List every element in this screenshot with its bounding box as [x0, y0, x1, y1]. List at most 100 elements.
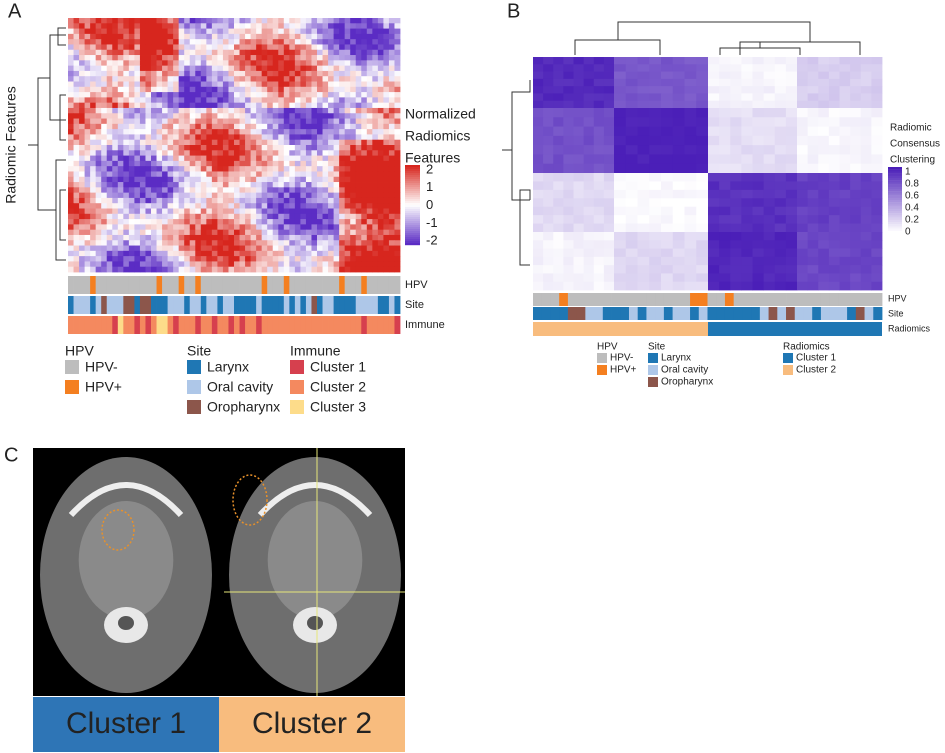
heatmap-cell [730, 135, 742, 146]
heatmap-cell [366, 261, 373, 268]
heatmap-cell [696, 86, 709, 94]
heatmap-cell [719, 206, 731, 216]
heatmap-cell [106, 134, 113, 141]
heatmap-cell [106, 18, 113, 24]
heatmap-cell [625, 108, 638, 118]
heatmap-cell [818, 256, 830, 266]
heatmap-cell [377, 44, 384, 51]
heatmap-cell [871, 57, 883, 65]
colorbar-cell [888, 217, 902, 220]
heatmap-cell [222, 113, 229, 119]
heatmap-cell [339, 49, 346, 56]
heatmap-cell [267, 208, 274, 215]
heatmap-cell [145, 176, 152, 183]
heatmap-cell [217, 171, 224, 178]
heatmap-cell [173, 139, 180, 146]
heatmap-cell [211, 33, 218, 40]
heatmap-cell [112, 203, 119, 209]
heatmap-cell [95, 229, 102, 236]
heatmap-cell [167, 107, 174, 114]
heatmap-cell [189, 102, 196, 109]
heatmap-cell [134, 39, 141, 45]
heatmap-cell [394, 208, 401, 215]
heatmap-cell [128, 229, 135, 236]
heatmap-cell [344, 49, 351, 56]
annotation-cell [217, 296, 224, 314]
heatmap-cell [95, 266, 102, 273]
heatmap-cell [708, 108, 720, 118]
heatmap-cell [317, 33, 323, 40]
heatmap-cell [239, 155, 246, 162]
heatmap-cell [167, 134, 174, 141]
heatmap-cell [383, 18, 390, 24]
heatmap-cell [583, 57, 595, 65]
heatmap-cell [84, 160, 91, 167]
heatmap-cell [383, 234, 390, 241]
heatmap-cell [139, 139, 146, 146]
heatmap-cell [95, 97, 102, 104]
heatmap-cell [206, 219, 213, 225]
heatmap-cell [860, 78, 872, 87]
heatmap-cell [839, 173, 851, 182]
heatmap-cell [101, 118, 108, 125]
heatmap-cell [200, 33, 207, 40]
annotation-cell [278, 316, 285, 334]
heatmap-cell [573, 163, 585, 174]
heatmap-cell [267, 118, 274, 125]
heatmap-cell [322, 39, 329, 45]
heatmap-cell [101, 187, 108, 194]
heatmap-cell [90, 65, 97, 72]
heatmap-cell [195, 229, 202, 236]
annotation-cell [245, 316, 251, 334]
heatmap-cell [730, 57, 742, 65]
heatmap-cell [763, 100, 776, 109]
heatmap-cell [774, 117, 787, 127]
heatmap-cell [73, 139, 80, 146]
heatmap-cell [289, 102, 296, 109]
heatmap-cell [828, 256, 840, 266]
heatmap-cell [322, 86, 329, 93]
heatmap-cell [305, 113, 312, 119]
heatmap-cell [234, 192, 240, 199]
heatmap-cell [267, 23, 274, 29]
heatmap-cell [128, 176, 135, 183]
heatmap-cell [195, 76, 202, 82]
heatmap-cell [200, 28, 207, 35]
heatmap-cell [156, 134, 163, 141]
heatmap-cell [333, 44, 340, 51]
heatmap-cell [95, 70, 102, 77]
heatmap-cell [583, 71, 595, 80]
heatmap-cell [294, 160, 301, 167]
heatmap-cell [90, 182, 97, 188]
heatmap-cell [355, 23, 362, 29]
heatmap-cell [871, 154, 883, 165]
heatmap-cell [593, 108, 605, 118]
heatmap-cell [372, 213, 379, 220]
heatmap-cell [239, 39, 246, 45]
heatmap-cell [178, 166, 185, 172]
heatmap-cell [573, 126, 585, 137]
heatmap-cell [261, 187, 268, 194]
heatmap-cell [239, 266, 246, 273]
heatmap-cell [234, 139, 240, 146]
heatmap-cell [189, 39, 196, 45]
heatmap-cell [256, 33, 263, 40]
heatmap-cell [339, 28, 346, 35]
heatmap-cell [661, 215, 674, 224]
heatmap-cell [245, 129, 251, 135]
heatmap-cell [184, 197, 191, 204]
heatmap-cell [261, 208, 268, 215]
heatmap-cell [860, 232, 872, 241]
heatmap-cell [305, 134, 312, 141]
heatmap-cell [151, 107, 157, 114]
heatmap-cell [355, 150, 362, 156]
heatmap-cell [117, 76, 124, 82]
heatmap-cell [211, 224, 218, 231]
heatmap-cell [583, 108, 595, 118]
heatmap-cell [388, 145, 395, 151]
heatmap-cell [278, 92, 285, 98]
heatmap-cell [162, 139, 168, 146]
heatmap-cell [195, 28, 202, 35]
heatmap-cell [708, 163, 720, 174]
heatmap-cell [828, 173, 840, 182]
